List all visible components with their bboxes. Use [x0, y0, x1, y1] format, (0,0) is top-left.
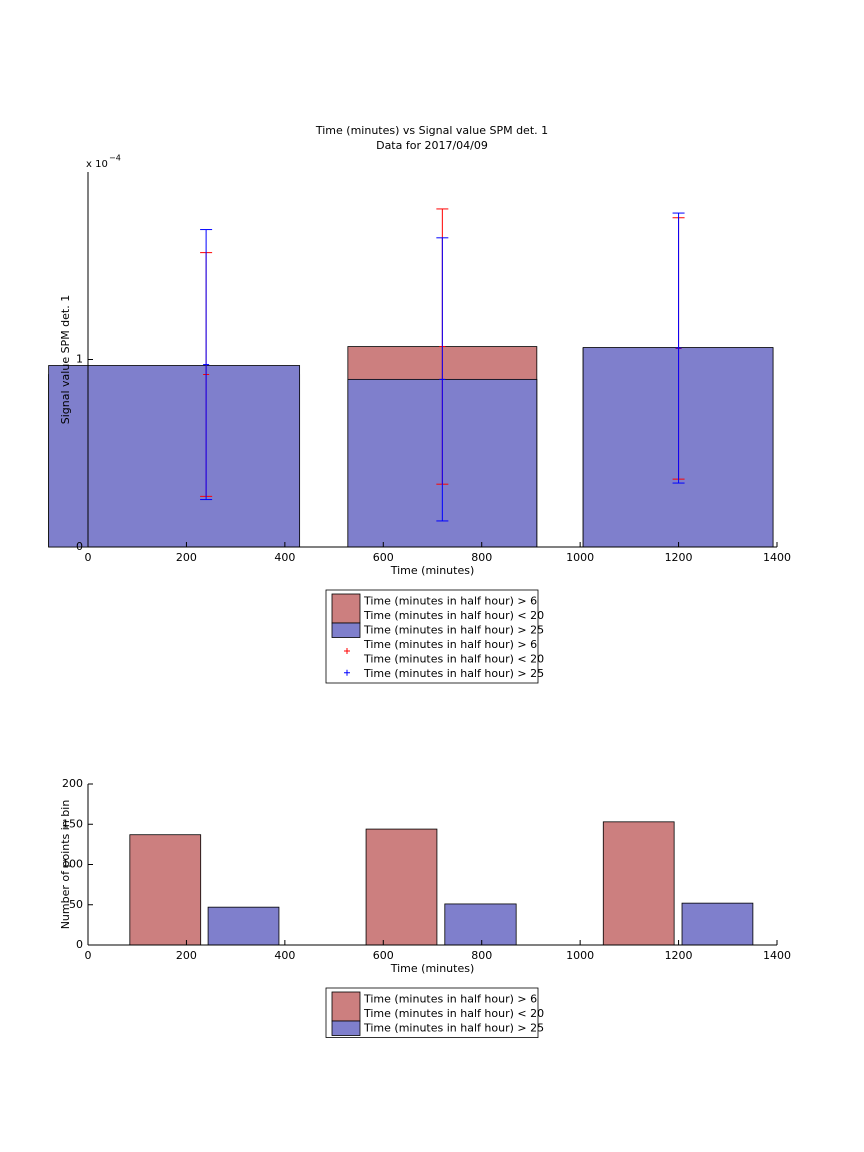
legend-label: Time (minutes in half hour) < 20 — [363, 609, 544, 622]
legend-label: Time (minutes in half hour) > 6 — [363, 638, 537, 651]
legend-label: Time (minutes in half hour) > 25 — [363, 667, 544, 680]
legend-label: Time (minutes in half hour) > 25 — [363, 623, 544, 636]
bar — [48, 365, 301, 548]
x-tick-label: 1200 — [665, 551, 693, 564]
legend-swatch — [331, 1020, 361, 1036]
x-tick-label: 1000 — [566, 949, 594, 962]
y-tick-label: 1 — [76, 353, 83, 366]
legend-box — [325, 589, 539, 684]
x-tick-label: 800 — [471, 949, 492, 962]
legend-label: Time (minutes in half hour) > 6 — [363, 594, 537, 607]
x-tick-label: 1400 — [763, 949, 791, 962]
x-tick-label: 1400 — [763, 551, 791, 564]
x-axis-label: Time (minutes) — [390, 962, 475, 975]
y-tick-label: 0 — [76, 938, 83, 951]
x-tick-label: 0 — [85, 551, 92, 564]
y-tick-label: 50 — [69, 898, 83, 911]
chart-title: Time (minutes) vs Signal value SPM det. … — [315, 124, 548, 137]
x-tick-label: 1200 — [665, 949, 693, 962]
legend-label: Time (minutes in half hour) < 20 — [363, 652, 544, 665]
legend-swatch — [331, 593, 361, 624]
y-multiplier: x 10 — [86, 159, 108, 170]
legend-marker — [344, 669, 350, 676]
x-tick-label: 400 — [274, 949, 295, 962]
legend-marker — [344, 648, 350, 654]
y-tick-label: 150 — [62, 817, 83, 830]
y-tick-label: 200 — [62, 777, 83, 790]
x-tick-label: 600 — [373, 949, 394, 962]
bar — [207, 906, 280, 946]
legend-label: Time (minutes in half hour) > 6 — [363, 992, 537, 1005]
x-tick-label: 1000 — [566, 551, 594, 564]
x-tick-label: 200 — [176, 949, 197, 962]
x-tick-label: 200 — [176, 551, 197, 564]
y-tick-label: 100 — [62, 858, 83, 871]
y-tick-label: 0 — [76, 540, 83, 553]
bar — [602, 821, 675, 946]
bar — [681, 902, 754, 946]
y-axis-label: Number of points in bin — [59, 800, 72, 930]
legend-swatch — [331, 991, 361, 1022]
legend-label: Time (minutes in half hour) < 20 — [363, 1007, 544, 1020]
y-axis-label: Signal value SPM det. 1 — [59, 295, 72, 425]
y-exponent: −4 — [109, 154, 121, 163]
x-tick-label: 400 — [274, 551, 295, 564]
x-axis-label: Time (minutes) — [390, 564, 475, 577]
bar — [365, 828, 438, 946]
chart-subtitle: Data for 2017/04/09 — [376, 139, 488, 152]
bar — [129, 834, 202, 946]
x-tick-label: 0 — [85, 949, 92, 962]
legend-label: Time (minutes in half hour) > 25 — [363, 1021, 544, 1034]
legend-box — [325, 987, 539, 1038]
x-tick-label: 800 — [471, 551, 492, 564]
bar — [444, 903, 517, 946]
x-tick-label: 600 — [373, 551, 394, 564]
legend-swatch — [331, 622, 361, 638]
